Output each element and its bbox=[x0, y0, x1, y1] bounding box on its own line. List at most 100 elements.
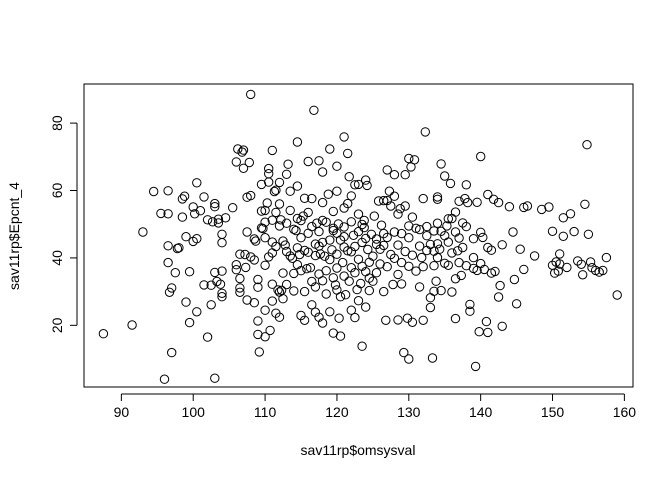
data-point bbox=[264, 177, 274, 187]
data-point bbox=[241, 262, 251, 273]
data-point bbox=[325, 307, 335, 317]
data-point bbox=[253, 282, 263, 292]
data-point bbox=[420, 127, 430, 137]
data-point bbox=[167, 347, 177, 358]
data-point bbox=[181, 297, 191, 307]
data-point bbox=[199, 280, 209, 290]
data-point bbox=[404, 233, 414, 243]
data-point bbox=[418, 262, 428, 272]
data-point bbox=[338, 257, 348, 268]
data-point bbox=[461, 180, 471, 190]
data-point bbox=[504, 202, 515, 212]
data-point bbox=[249, 234, 260, 244]
data-point bbox=[177, 194, 188, 204]
data-point bbox=[447, 287, 457, 297]
data-point bbox=[511, 299, 522, 309]
data-point bbox=[454, 233, 464, 243]
data-point bbox=[432, 252, 443, 263]
data-point bbox=[190, 209, 200, 219]
data-point bbox=[463, 197, 473, 208]
data-point bbox=[307, 221, 317, 232]
data-point bbox=[260, 217, 270, 227]
data-point bbox=[553, 266, 563, 276]
data-point bbox=[389, 253, 400, 263]
data-point bbox=[382, 195, 392, 206]
data-point bbox=[422, 221, 432, 232]
data-point bbox=[339, 232, 349, 242]
data-point bbox=[432, 218, 443, 228]
data-point bbox=[389, 191, 400, 201]
data-point bbox=[317, 318, 328, 328]
x-tick-label: 130 bbox=[397, 404, 421, 420]
data-point bbox=[281, 218, 292, 228]
data-point bbox=[253, 329, 263, 340]
data-point bbox=[267, 215, 277, 225]
data-point bbox=[562, 262, 572, 273]
data-point bbox=[476, 227, 486, 238]
data-point bbox=[418, 315, 428, 325]
data-point bbox=[509, 274, 520, 285]
data-point bbox=[418, 193, 428, 204]
data-point bbox=[343, 148, 353, 159]
data-point bbox=[432, 239, 443, 249]
x-tick-label: 90 bbox=[114, 404, 130, 420]
data-point bbox=[350, 268, 360, 278]
data-point bbox=[343, 198, 353, 209]
data-point bbox=[443, 260, 453, 270]
data-point bbox=[427, 353, 438, 363]
plot-frame bbox=[83, 83, 634, 388]
x-axis-label: sav11rp$omsysval bbox=[301, 442, 416, 458]
data-point bbox=[598, 265, 608, 276]
data-point bbox=[244, 157, 255, 168]
data-point bbox=[281, 279, 292, 290]
data-point bbox=[210, 373, 220, 383]
data-point bbox=[350, 241, 360, 252]
data-point bbox=[425, 293, 436, 303]
data-point bbox=[163, 186, 173, 196]
data-point bbox=[267, 296, 277, 306]
y-axis-label: sav11rp$Epcnt_4 bbox=[6, 182, 22, 290]
x-axis: 90 100 110 120 130 140 150 160 bbox=[114, 393, 636, 420]
data-point bbox=[569, 226, 579, 237]
data-point bbox=[362, 180, 372, 191]
x-tick-label: 110 bbox=[254, 404, 277, 420]
data-point bbox=[246, 89, 256, 100]
data-point bbox=[364, 285, 374, 296]
data-point bbox=[332, 249, 342, 259]
data-point bbox=[296, 233, 306, 243]
data-point bbox=[364, 273, 374, 283]
data-point bbox=[547, 226, 558, 237]
x-tick-label: 120 bbox=[325, 404, 349, 420]
data-point bbox=[429, 261, 439, 271]
data-point bbox=[393, 269, 403, 280]
data-point bbox=[296, 266, 306, 276]
data-point bbox=[321, 266, 331, 276]
data-point bbox=[436, 159, 446, 169]
data-point bbox=[299, 193, 310, 204]
data-point bbox=[515, 244, 525, 254]
data-point bbox=[361, 302, 371, 312]
data-point bbox=[350, 312, 360, 323]
data-point bbox=[576, 259, 586, 269]
data-point bbox=[260, 205, 270, 216]
data-point bbox=[555, 249, 565, 259]
data-point bbox=[264, 163, 274, 174]
data-point bbox=[479, 264, 489, 275]
data-point bbox=[558, 231, 568, 242]
data-point bbox=[235, 287, 245, 297]
data-point bbox=[260, 233, 270, 243]
data-point bbox=[274, 177, 285, 188]
data-point bbox=[164, 287, 175, 297]
data-point bbox=[256, 179, 267, 190]
data-point bbox=[396, 257, 407, 268]
data-point bbox=[327, 245, 337, 255]
data-point bbox=[299, 315, 310, 325]
data-point bbox=[388, 279, 398, 290]
data-point bbox=[350, 180, 360, 190]
data-point bbox=[359, 222, 369, 233]
data-point bbox=[249, 255, 260, 265]
data-point bbox=[476, 151, 486, 162]
data-point bbox=[382, 262, 392, 272]
data-point bbox=[443, 237, 453, 247]
data-point bbox=[481, 316, 492, 327]
